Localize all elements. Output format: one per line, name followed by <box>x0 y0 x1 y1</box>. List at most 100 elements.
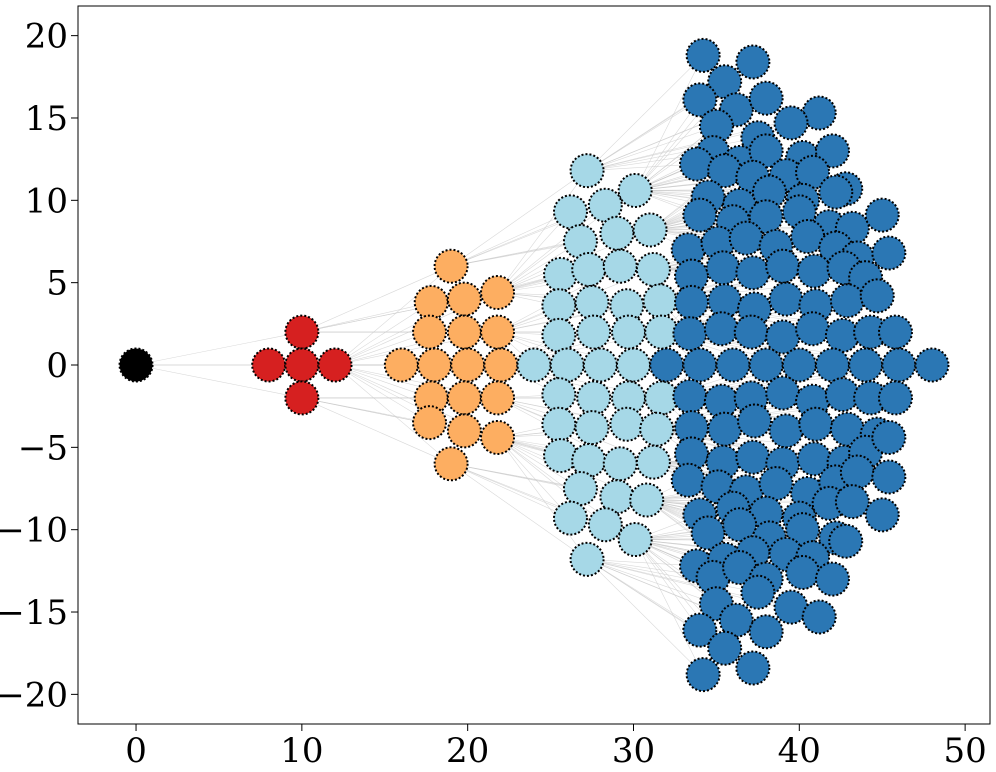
network-node <box>682 82 718 118</box>
network-node <box>433 446 469 482</box>
edge-line <box>301 265 452 333</box>
root-node <box>118 347 154 383</box>
x-tick-label: 10 <box>280 731 323 771</box>
network-node <box>768 281 804 317</box>
network-node <box>790 219 826 255</box>
y-tick-label: −20 <box>0 675 68 715</box>
edge-line <box>497 437 606 525</box>
x-tick-label: 50 <box>943 731 986 771</box>
network-node <box>541 317 577 353</box>
edge-line <box>450 170 588 267</box>
network-node <box>848 347 884 383</box>
network-node <box>609 406 645 442</box>
network-node <box>728 220 764 256</box>
node-layer <box>118 37 950 693</box>
network-node <box>735 439 771 475</box>
network-node <box>639 411 675 447</box>
edge-line <box>634 539 701 631</box>
network-node <box>317 347 353 383</box>
network-node <box>611 314 647 350</box>
network-node <box>781 347 817 383</box>
x-tick-label: 20 <box>446 731 489 771</box>
network-node <box>446 413 482 449</box>
network-node <box>433 248 469 284</box>
network-node <box>446 380 482 416</box>
network-node <box>814 561 850 597</box>
network-node <box>480 380 516 416</box>
network-node <box>679 146 715 182</box>
edge-line <box>301 302 432 333</box>
network-node <box>758 466 794 502</box>
network-node <box>824 377 860 413</box>
network-node <box>284 380 320 416</box>
network-node <box>569 541 605 577</box>
network-node <box>446 314 482 350</box>
network-node <box>814 347 850 383</box>
edge-line <box>301 397 452 465</box>
x-tick-label: 30 <box>612 731 655 771</box>
network-node <box>635 444 671 480</box>
network-node <box>576 380 612 416</box>
network-node <box>829 283 865 319</box>
network-node <box>617 522 653 558</box>
edge-line <box>450 463 588 560</box>
network-node <box>574 284 610 320</box>
network-node <box>552 194 588 230</box>
network-node <box>735 650 771 686</box>
network-node <box>828 523 864 559</box>
network-node <box>543 256 579 292</box>
edge-line <box>586 125 717 171</box>
edge-line <box>634 55 704 191</box>
network-node <box>735 255 771 291</box>
y-tick-label: −10 <box>0 511 68 551</box>
network-node <box>834 484 870 520</box>
network-node <box>871 419 907 455</box>
network-node <box>541 288 577 324</box>
network-node <box>871 235 907 271</box>
x-tick-label: 0 <box>125 731 147 771</box>
network-node <box>881 347 917 383</box>
edge-line <box>334 364 430 423</box>
network-node <box>516 347 552 383</box>
network-node <box>602 446 638 482</box>
edge-line <box>586 559 717 605</box>
network-node <box>412 314 448 350</box>
network-node <box>549 347 585 383</box>
network-node <box>733 314 769 350</box>
edge-line <box>497 205 606 293</box>
y-tick-label: 0 <box>46 346 68 386</box>
network-node <box>574 410 610 446</box>
network-node <box>682 612 718 648</box>
edge-line <box>587 163 697 171</box>
edge-line <box>334 265 452 366</box>
edge-line <box>634 99 701 191</box>
network-node <box>480 314 516 350</box>
network-node <box>383 347 419 383</box>
network-node <box>690 515 726 551</box>
network-node <box>765 375 801 411</box>
network-node <box>685 37 721 73</box>
network-node <box>707 630 743 666</box>
network-node <box>672 378 708 414</box>
network-node <box>773 105 809 141</box>
network-node <box>635 251 671 287</box>
network-node <box>765 248 801 284</box>
network-node <box>864 197 900 233</box>
network-node <box>839 454 875 490</box>
network-node <box>284 347 320 383</box>
network-node <box>740 574 776 610</box>
network-node <box>552 500 588 536</box>
edge-line <box>135 364 302 399</box>
network-node <box>801 95 837 131</box>
y-tick-label: 10 <box>25 181 68 221</box>
network-node <box>450 347 486 383</box>
network-node <box>685 657 721 693</box>
x-axis: 0 10 20 30 40 50 <box>125 724 987 771</box>
edge-line <box>497 211 571 293</box>
y-axis: −20 −15 −10 −5 0 5 10 15 20 <box>0 17 78 715</box>
network-node <box>768 413 804 449</box>
network-node <box>801 599 837 635</box>
edge-line <box>334 302 432 366</box>
network-node <box>483 347 519 383</box>
network-node <box>795 311 831 347</box>
